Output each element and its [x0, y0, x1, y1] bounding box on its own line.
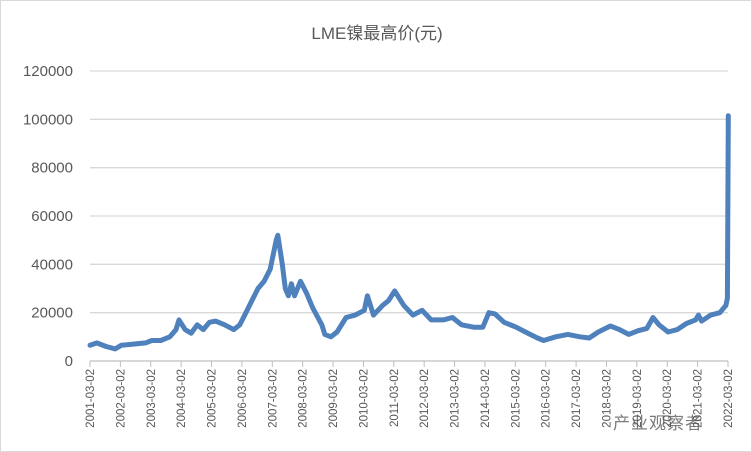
- y-tick-label: 40000: [31, 256, 73, 273]
- y-tick-label: 120000: [23, 63, 73, 80]
- watermark: 产业观察者: [613, 414, 703, 433]
- chart-title: LME镍最高价(元): [311, 24, 442, 43]
- x-tick-label: 2008-03-02: [298, 369, 310, 428]
- y-tick-label: 20000: [31, 305, 73, 322]
- x-tick-label: 2009-03-02: [328, 369, 340, 428]
- x-tick-label: 2020-03-02: [662, 369, 674, 428]
- y-tick-label: 60000: [31, 208, 73, 225]
- x-tick-label: 2001-03-02: [85, 369, 97, 428]
- series-line: [87, 113, 731, 352]
- y-tick-label: 80000: [31, 160, 73, 177]
- x-tick-label: 2017-03-02: [571, 369, 583, 428]
- x-tick-label: 2018-03-02: [601, 369, 613, 428]
- x-tick-label: 2004-03-02: [176, 369, 188, 428]
- x-tick-label: 2015-03-02: [510, 369, 522, 428]
- y-tick-label: 100000: [23, 111, 73, 128]
- x-tick-label: 2011-03-02: [389, 369, 401, 427]
- x-tick-label: 2019-03-02: [632, 369, 644, 428]
- x-tick-label: 2007-03-02: [267, 369, 279, 428]
- x-tick-label: 2021-03-02: [693, 369, 705, 428]
- x-tick-label: 2006-03-02: [237, 369, 249, 428]
- x-tick-label: 2002-03-02: [115, 369, 127, 428]
- x-tick-label: 2014-03-02: [480, 369, 492, 428]
- x-tick-label: 2022-03-02: [723, 369, 735, 428]
- y-tick-label: 0: [65, 353, 73, 370]
- x-tick-label: 2010-03-02: [358, 369, 370, 428]
- x-tick-label: 2013-03-02: [450, 369, 462, 428]
- x-tick-label: 2005-03-02: [207, 369, 219, 428]
- x-tick-label: 2016-03-02: [541, 369, 553, 428]
- x-tick-label: 2012-03-02: [419, 369, 431, 428]
- x-tick-label: 2003-03-02: [146, 369, 158, 428]
